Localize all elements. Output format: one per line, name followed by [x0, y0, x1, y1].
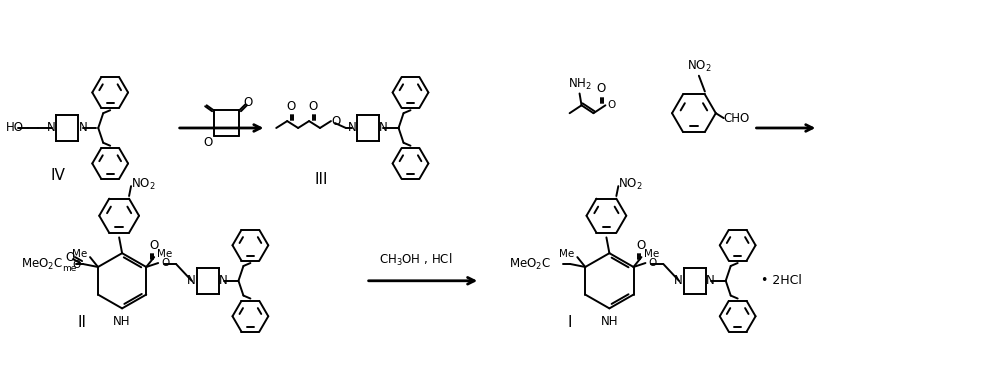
Text: O: O	[161, 258, 169, 268]
Text: O: O	[66, 250, 75, 264]
Text: O: O	[597, 82, 606, 95]
Text: N: N	[706, 274, 715, 287]
Text: O: O	[308, 100, 318, 113]
Text: O: O	[331, 114, 340, 127]
Text: me: me	[62, 265, 76, 274]
Text: Me: Me	[72, 249, 87, 259]
Text: MeO$_2$C: MeO$_2$C	[21, 256, 63, 272]
Text: I: I	[567, 315, 572, 330]
Text: HO: HO	[6, 122, 24, 134]
Text: N: N	[187, 274, 196, 287]
Text: O: O	[287, 100, 296, 113]
Text: N: N	[348, 122, 356, 134]
Text: Me: Me	[157, 249, 172, 259]
Text: NO$_2$: NO$_2$	[131, 177, 156, 192]
Text: O: O	[244, 96, 253, 109]
Text: NO$_2$: NO$_2$	[687, 59, 711, 74]
Text: O: O	[607, 100, 616, 110]
Text: O: O	[204, 136, 213, 149]
Text: NH: NH	[113, 315, 131, 328]
Text: Me: Me	[559, 249, 574, 259]
Text: • 2HCl: • 2HCl	[761, 274, 801, 287]
Text: O: O	[648, 258, 657, 268]
Text: II: II	[78, 315, 87, 330]
Text: NO$_2$: NO$_2$	[618, 177, 643, 192]
Text: O: O	[637, 239, 646, 252]
Text: O: O	[73, 260, 81, 270]
Text: MeO$_2$C: MeO$_2$C	[509, 256, 550, 272]
Text: Me: Me	[644, 249, 660, 259]
Text: CH$_3$OH , HCl: CH$_3$OH , HCl	[379, 252, 452, 268]
Text: N: N	[79, 122, 88, 134]
Text: N: N	[47, 122, 56, 134]
Text: III: III	[314, 172, 328, 187]
Text: N: N	[674, 274, 683, 287]
Text: CHO: CHO	[724, 112, 750, 125]
Text: N: N	[379, 122, 388, 134]
Text: O: O	[150, 239, 159, 252]
Text: NH$_2$: NH$_2$	[568, 76, 591, 91]
Text: N: N	[219, 274, 228, 287]
Text: NH: NH	[601, 315, 618, 328]
Text: IV: IV	[50, 168, 65, 183]
